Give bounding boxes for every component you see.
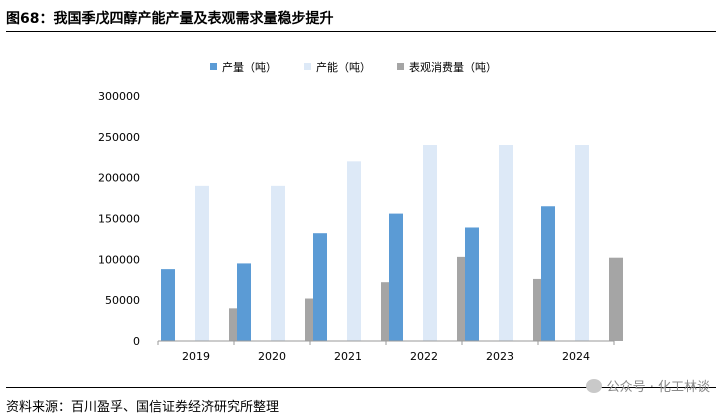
y-tick-label: 200000: [98, 172, 140, 185]
x-tick-label: 2023: [486, 350, 514, 363]
y-tick-label: 300000: [98, 90, 140, 103]
bar-series2-2023: [499, 145, 513, 341]
bar-series1-2020: [237, 263, 251, 341]
y-tick-label: 100000: [98, 253, 140, 266]
x-tick-label: 2024: [562, 350, 590, 363]
bar-series1-2022: [389, 213, 403, 341]
y-tick-label: 50000: [105, 294, 140, 307]
x-tick-label: 2019: [182, 350, 210, 363]
legend-swatch-2: [304, 63, 311, 70]
bar-series2-2024: [575, 145, 589, 341]
bar-series1-2024: [541, 206, 555, 341]
legend: 产量（吨） 产能（吨） 表观消费量（吨）: [210, 60, 497, 74]
bar-series2-2021: [347, 161, 361, 341]
y-tick-label: 150000: [98, 213, 140, 226]
bar-chart: 产量（吨） 产能（吨） 表观消费量（吨） 0 50000 100000 150000 200…: [98, 60, 623, 363]
watermark-text: 公众号 · 化工林谈: [606, 380, 710, 395]
footer-rule: [6, 387, 716, 388]
legend-swatch-1: [210, 63, 217, 70]
y-tick-label: 250000: [98, 131, 140, 144]
bar-series1-2021: [313, 233, 327, 341]
x-tick-label: 2022: [410, 350, 438, 363]
bars: [161, 145, 623, 341]
title-rule: [6, 31, 716, 32]
bar-series2-2020: [271, 185, 285, 341]
x-tick-label: 2021: [334, 350, 362, 363]
legend-label-2: 产能（吨）: [316, 60, 371, 74]
bar-series2-2019: [195, 185, 209, 341]
watermark: 公众号 · 化工林谈: [585, 376, 710, 395]
wechat-icon: [585, 379, 602, 393]
legend-swatch-3: [397, 63, 404, 70]
source-note: 资料来源：百川盈孚、国信证券经济研究所整理: [6, 400, 280, 415]
y-tick-label: 0: [133, 335, 140, 348]
bar-series1-2023: [465, 227, 479, 341]
legend-label-1: 产量（吨）: [222, 60, 277, 74]
y-axis: 0 50000 100000 150000 200000 250000 300000: [98, 90, 140, 348]
bar-series1-2019: [161, 269, 175, 341]
bar-series3-2024: [609, 257, 623, 341]
chart-title: 图68：我国季戊四醇产能产量及表观需求量稳步提升: [6, 11, 334, 27]
x-axis: 2019 2020 2021 2022 2023 2024: [157, 340, 615, 363]
bar-series2-2022: [423, 145, 437, 341]
legend-label-3: 表观消费量（吨）: [409, 60, 497, 74]
x-tick-label: 2020: [258, 350, 286, 363]
